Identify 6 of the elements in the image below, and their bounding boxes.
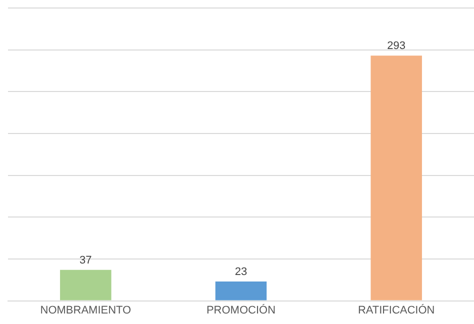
x-tick-label: NOMBRAMIENTO bbox=[40, 304, 132, 316]
x-tick-label: RATIFICACIÓN bbox=[358, 303, 435, 316]
data-label: 37 bbox=[80, 254, 92, 266]
data-label: 23 bbox=[234, 266, 248, 278]
data-label: 293 bbox=[387, 40, 406, 52]
x-tick-label: PROMOCIÓN bbox=[206, 303, 276, 316]
